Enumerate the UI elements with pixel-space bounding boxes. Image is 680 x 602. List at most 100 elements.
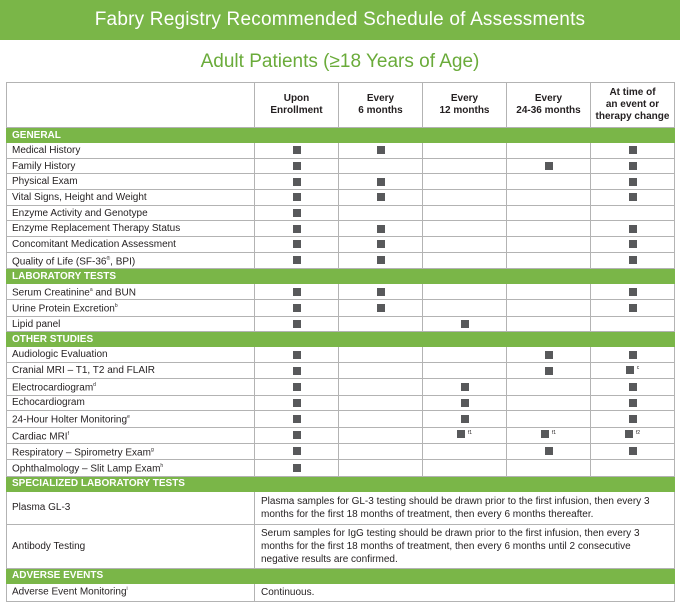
assessment-label: Urine Protein Excretionb <box>6 299 255 317</box>
schedule-cell <box>506 459 591 477</box>
page-title: Fabry Registry Recommended Schedule of A… <box>0 0 680 40</box>
schedule-cell <box>338 173 423 191</box>
scheduled-square-icon <box>628 303 637 312</box>
scheduled-square-icon <box>292 350 301 359</box>
schedule-cell <box>422 459 507 477</box>
scheduled-square-icon <box>628 287 637 296</box>
assessment-label: Echocardiogram <box>6 394 255 412</box>
scheduled-square-icon <box>628 447 637 456</box>
schedule-cell <box>506 204 591 222</box>
schedule-cell <box>422 442 507 461</box>
schedule-cell <box>338 362 423 380</box>
schedule-cell <box>590 315 675 333</box>
scheduled-square-icon <box>628 193 637 202</box>
schedule-cell <box>422 299 507 317</box>
schedule-cell <box>254 410 339 428</box>
assessment-label: Vital Signs, Height and Weight <box>6 189 255 206</box>
scheduled-square-icon <box>376 177 385 186</box>
scheduled-square-icon <box>544 447 553 456</box>
schedule-cell <box>590 142 675 159</box>
scheduled-square-icon <box>292 398 301 407</box>
section-header: SPECIALIZED LABORATORY TESTS <box>6 475 675 492</box>
schedule-cell <box>254 142 339 159</box>
schedule-cell <box>506 251 591 270</box>
schedule-cell <box>590 251 675 270</box>
assessment-row: Antibody Testing Serum samples for IgG te… <box>6 523 675 569</box>
section-header: ADVERSE EVENTS <box>6 567 675 584</box>
assessment-label: Electrocardiogramd <box>6 378 255 396</box>
assessment-row: Vital Signs, Height and Weight <box>6 189 675 206</box>
scheduled-square-icon <box>292 224 301 233</box>
schedule-cell <box>338 410 423 428</box>
assessment-row: Echocardiogram <box>6 394 675 412</box>
scheduled-square-icon <box>628 414 637 423</box>
schedule-cell <box>506 220 591 238</box>
assessment-label: Adverse Event Monitoringi <box>6 582 255 602</box>
schedule-cell <box>254 157 339 175</box>
scheduled-square-icon <box>292 161 301 170</box>
schedule-cell <box>338 251 423 270</box>
schedule-cell <box>422 251 507 270</box>
footnote-marker: d <box>93 382 96 389</box>
schedule-note: Serum samples for IgG testing should be … <box>254 523 675 569</box>
schedule-cell <box>338 157 423 175</box>
schedule-cell <box>506 362 591 380</box>
scheduled-square-icon <box>292 303 301 312</box>
schedule-cell <box>254 299 339 317</box>
schedule-cell <box>254 251 339 270</box>
schedule-cell <box>254 426 339 444</box>
scheduled-square-icon <box>624 430 633 439</box>
schedule-cell <box>338 189 423 206</box>
assessment-schedule-table: Upon Enrollment Every 6 months Every 12 month… <box>6 82 675 602</box>
schedule-cell <box>254 189 339 206</box>
scheduled-square-icon <box>292 366 301 375</box>
column-header: Every 12 months <box>422 82 507 128</box>
schedule-cell <box>338 459 423 477</box>
scheduled-square-icon <box>628 350 637 359</box>
scheduled-square-icon <box>460 320 469 328</box>
scheduled-square-icon <box>292 177 301 186</box>
schedule-cell <box>422 315 507 333</box>
schedule-cell <box>506 173 591 191</box>
scheduled-square-icon <box>628 224 637 233</box>
schedule-cell <box>590 459 675 477</box>
assessment-label: Enzyme Replacement Therapy Status <box>6 220 255 238</box>
schedule-cell <box>338 426 423 444</box>
section-title: OTHER STUDIES <box>6 331 675 348</box>
schedule-cell <box>422 283 507 301</box>
assessment-row: Urine Protein Excretionb <box>6 299 675 317</box>
schedule-cell <box>422 189 507 206</box>
assessment-row: Concomitant Medication Assessment <box>6 236 675 253</box>
schedule-cell <box>506 410 591 428</box>
schedule-cell <box>422 204 507 222</box>
assessment-row: Physical Exam <box>6 173 675 191</box>
assessment-label: Enzyme Activity and Genotype <box>6 204 255 222</box>
schedule-cell <box>254 346 339 364</box>
schedule-cell <box>338 236 423 253</box>
schedule-cell <box>590 220 675 238</box>
schedule-cell <box>422 394 507 412</box>
scheduled-square-icon <box>628 146 637 155</box>
scheduled-square-icon <box>628 256 637 265</box>
assessment-label: Plasma GL-3 <box>6 490 255 525</box>
scheduled-square-icon <box>544 161 553 170</box>
scheduled-square-icon <box>544 350 553 359</box>
schedule-cell <box>506 299 591 317</box>
assessment-row: Medical History <box>6 142 675 159</box>
footnote-marker: ® <box>106 255 111 262</box>
assessment-row: Plasma GL-3 Plasma samples for GL-3 testi… <box>6 490 675 525</box>
assessment-label: Lipid panel <box>6 315 255 333</box>
scheduled-square-icon <box>628 382 637 391</box>
assessment-label: Serum Creatininea and BUN <box>6 283 255 301</box>
schedule-cell <box>422 346 507 364</box>
schedule-cell <box>422 236 507 253</box>
schedule-cell <box>590 299 675 317</box>
scheduled-square-icon <box>292 447 301 456</box>
assessment-row: Family History <box>6 157 675 175</box>
assessment-label: Medical History <box>6 142 255 159</box>
schedule-cell <box>590 283 675 301</box>
scheduled-square-icon <box>460 398 469 407</box>
schedule-cell <box>590 378 675 396</box>
cell-footnote-marker: f1 <box>551 429 557 436</box>
schedule-cell: f1 <box>422 426 507 444</box>
